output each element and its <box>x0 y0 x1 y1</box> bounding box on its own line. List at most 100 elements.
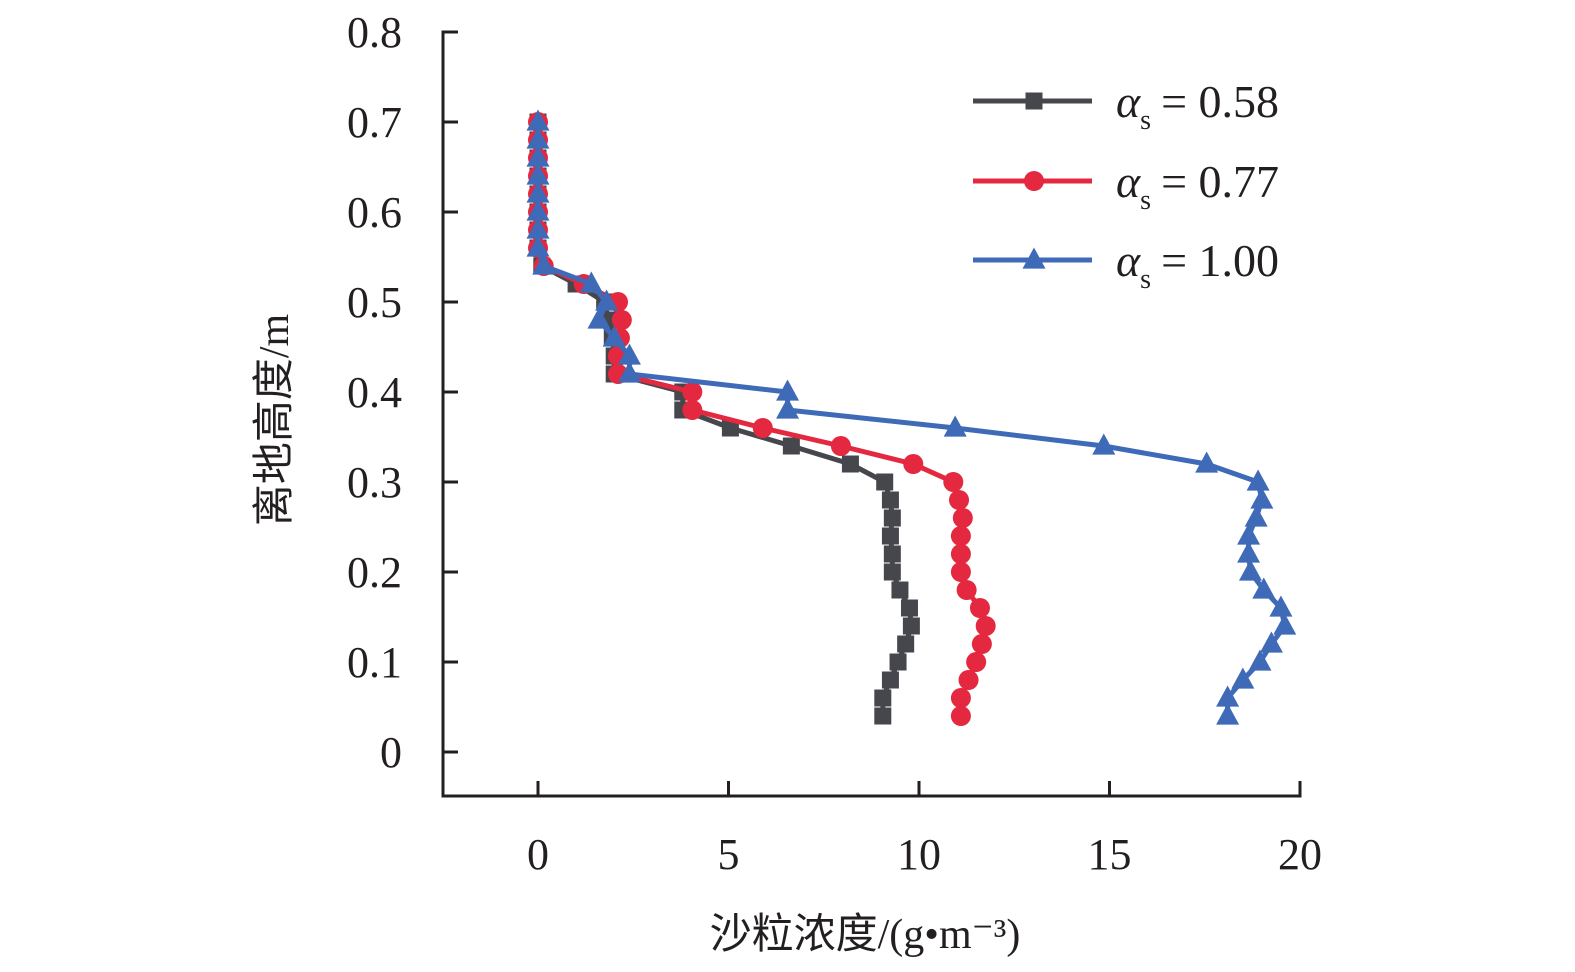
data-point-triangle <box>526 235 550 257</box>
y-tick-label: 0.8 <box>347 8 402 57</box>
data-point-circle <box>969 598 990 618</box>
data-point-triangle <box>1216 703 1240 725</box>
legend-marker-circle <box>1024 171 1044 191</box>
data-point-triangle <box>595 289 619 311</box>
data-point-circle <box>830 436 851 456</box>
data-point-square <box>881 491 899 509</box>
data-point-triangle <box>579 271 603 293</box>
data-point-triangle <box>1195 451 1219 473</box>
y-tick-label: 0.4 <box>347 368 402 417</box>
legend-label: αs = 0.58 <box>1116 76 1279 136</box>
y-tick-label: 0.5 <box>347 278 402 327</box>
data-point-square <box>883 563 901 581</box>
data-point-circle <box>950 544 971 564</box>
x-tick-label: 10 <box>897 830 941 879</box>
data-point-square <box>841 455 859 473</box>
data-point-triangle <box>1244 505 1268 527</box>
legend-item: αs = 0.58 <box>973 76 1279 136</box>
data-point-triangle <box>1092 433 1116 455</box>
data-point-circle <box>752 418 773 438</box>
data-point-triangle <box>1237 541 1261 563</box>
x-tick-label: 5 <box>718 830 740 879</box>
y-tick-label: 0.6 <box>347 188 402 237</box>
data-point-square <box>881 671 899 689</box>
data-point-circle <box>952 508 973 528</box>
data-point-square <box>883 545 901 563</box>
data-point-triangle <box>526 163 550 185</box>
data-point-triangle <box>526 127 550 149</box>
data-point-circle <box>971 634 992 654</box>
data-point-square <box>782 437 800 455</box>
data-point-triangle <box>602 325 626 347</box>
data-point-circle <box>966 652 987 672</box>
data-point-triangle <box>526 109 550 131</box>
data-point-triangle <box>526 145 550 167</box>
data-point-circle <box>682 382 703 402</box>
data-point-triangle <box>1269 595 1293 617</box>
data-point-triangle <box>532 253 556 275</box>
data-point-square <box>883 509 901 527</box>
data-point-circle <box>903 454 924 474</box>
series-triangle <box>526 109 1297 725</box>
legend-label: αs = 0.77 <box>1116 156 1279 216</box>
legend-marker-square <box>1025 92 1043 110</box>
data-point-circle <box>682 400 703 420</box>
data-point-square <box>721 419 739 437</box>
data-point-circle <box>950 562 971 582</box>
data-point-square <box>881 527 899 545</box>
data-point-triangle <box>526 181 550 203</box>
data-point-square <box>902 617 920 635</box>
data-point-triangle <box>587 307 611 329</box>
data-point-triangle <box>1259 631 1283 653</box>
data-point-triangle <box>1216 685 1240 707</box>
series-layer <box>526 109 1297 726</box>
x-tick-label: 0 <box>527 830 549 879</box>
y-ticks: 0 0.1 0.2 0.3 0.4 0.5 0.6 0.7 0.8 <box>347 8 458 777</box>
data-point-circle <box>611 310 632 330</box>
data-point-triangle <box>1238 559 1262 581</box>
x-tick-label: 20 <box>1278 830 1322 879</box>
legend-item: αs = 1.00 <box>973 235 1279 295</box>
data-point-circle <box>949 490 970 510</box>
data-point-triangle <box>943 415 967 437</box>
data-point-circle <box>950 688 971 708</box>
data-point-square <box>874 689 892 707</box>
legend-marker-triangle <box>1022 247 1046 269</box>
data-point-triangle <box>526 199 550 221</box>
legend-label: αs = 1.00 <box>1116 235 1279 295</box>
data-point-square <box>900 599 918 617</box>
data-point-triangle <box>1248 649 1272 671</box>
data-point-circle <box>956 580 977 600</box>
y-tick-label: 0.2 <box>347 548 402 597</box>
data-point-triangle <box>1250 487 1274 509</box>
data-point-circle <box>943 472 964 492</box>
x-ticks: 0 5 10 15 20 <box>527 781 1322 879</box>
data-point-square <box>874 707 892 725</box>
x-axis-title: 沙粒浓度/(g•m⁻³) <box>710 912 1021 958</box>
series-circle <box>528 112 996 726</box>
data-point-triangle <box>526 217 550 239</box>
data-point-circle <box>958 670 979 690</box>
y-axis-title: 离地高度/m <box>251 314 298 527</box>
data-point-square <box>891 581 909 599</box>
y-tick-label: 0 <box>380 728 402 777</box>
data-point-triangle <box>776 397 800 419</box>
data-point-square <box>889 653 907 671</box>
data-point-triangle <box>1273 613 1297 635</box>
data-point-circle <box>950 706 971 726</box>
data-point-triangle <box>617 343 641 365</box>
data-point-triangle <box>1246 469 1270 491</box>
axes <box>441 30 1302 798</box>
data-point-square <box>897 635 915 653</box>
data-point-triangle <box>776 379 800 401</box>
legend: αs = 0.58 αs = 0.77 αs = 1.00 <box>973 76 1279 295</box>
data-point-square <box>876 473 894 491</box>
x-tick-label: 15 <box>1088 830 1132 879</box>
data-point-circle <box>975 616 996 636</box>
legend-item: αs = 0.77 <box>973 156 1279 216</box>
data-point-triangle <box>1237 523 1261 545</box>
data-point-triangle <box>1252 577 1276 599</box>
y-tick-label: 0.1 <box>347 638 402 687</box>
data-point-circle <box>950 526 971 546</box>
